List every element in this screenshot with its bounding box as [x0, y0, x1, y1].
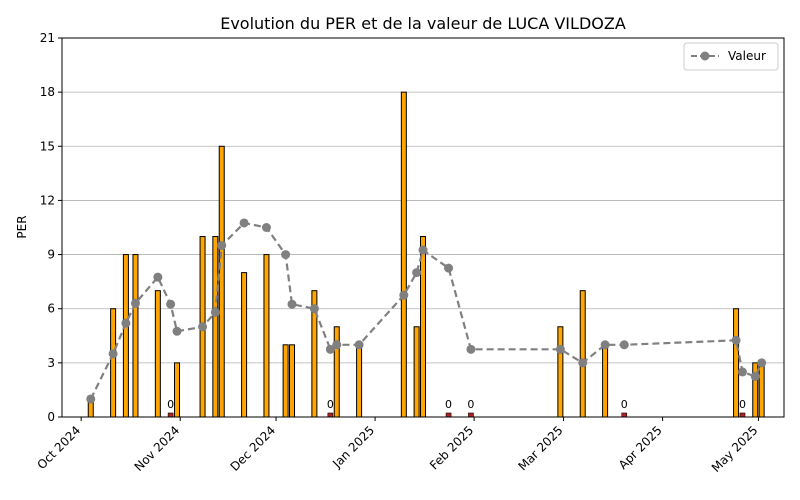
- valeur-point: [412, 268, 422, 278]
- bar: [758, 362, 765, 418]
- bar: [400, 91, 407, 418]
- valeur-point: [354, 340, 364, 350]
- y-tick-label: 21: [40, 31, 55, 45]
- valeur-point: [210, 307, 220, 317]
- bar: [132, 254, 139, 418]
- valeur-point: [121, 318, 131, 328]
- valeur-point: [418, 245, 428, 255]
- bar-zero: [739, 412, 746, 418]
- valeur-point: [108, 349, 118, 359]
- y-tick-label: 0: [47, 410, 55, 424]
- valeur-point: [737, 367, 747, 377]
- y-tick-label: 9: [47, 248, 55, 262]
- bar-data-label: 0: [445, 398, 452, 411]
- valeur-point: [166, 299, 176, 309]
- bar: [282, 344, 289, 418]
- legend-marker: [700, 51, 710, 61]
- y-axis-label: PER: [15, 215, 29, 238]
- bar-data-label: 0: [621, 398, 628, 411]
- valeur-point: [555, 344, 565, 354]
- bar: [218, 145, 225, 418]
- valeur-point: [399, 290, 409, 300]
- bar: [289, 344, 296, 418]
- y-tick-label: 15: [40, 139, 55, 153]
- valeur-line-group: [86, 218, 767, 404]
- valeur-point: [261, 223, 271, 232]
- bar: [110, 308, 117, 418]
- valeur-point: [731, 335, 741, 345]
- chart-title: Evolution du PER et de la valeur de LUCA…: [220, 14, 626, 33]
- y-tick-label: 3: [47, 356, 55, 370]
- bar-zero: [621, 412, 628, 418]
- valeur-point: [325, 344, 335, 354]
- x-tick-label: Dec 2024: [228, 423, 279, 474]
- valeur-point: [86, 394, 96, 404]
- valeur-point: [198, 322, 208, 332]
- legend: Valeur: [683, 42, 779, 71]
- bar: [356, 344, 363, 418]
- valeur-point: [239, 218, 249, 228]
- valeur-point: [619, 340, 629, 350]
- bar: [733, 308, 740, 418]
- bar-zero: [445, 412, 452, 418]
- bar: [122, 254, 129, 418]
- x-tick-label: Feb 2025: [427, 423, 476, 472]
- bar-data-label: 0: [467, 398, 474, 411]
- x-tick-label: May 2025: [709, 423, 761, 475]
- bar: [602, 344, 609, 418]
- bar: [579, 290, 586, 418]
- valeur-point: [466, 344, 476, 354]
- valeur-point: [444, 263, 454, 273]
- bar-zero: [167, 412, 174, 418]
- bar: [333, 326, 340, 418]
- valeur-point: [287, 299, 297, 309]
- valeur-point: [757, 358, 767, 368]
- valeur-point: [332, 340, 342, 350]
- bar-data-label: 0: [327, 398, 334, 411]
- bar: [413, 326, 420, 418]
- y-tick-label: 12: [40, 193, 55, 207]
- bar: [263, 254, 270, 418]
- valeur-point: [578, 358, 588, 368]
- valeur-point: [309, 304, 319, 314]
- axes: 0 3 6 9 12 15 18 21 Oct 2024 Nov 2024 Dec 2024 Jan …: [34, 31, 785, 475]
- bar: [212, 236, 219, 418]
- valeur-point: [153, 272, 163, 282]
- bar: [241, 272, 248, 418]
- x-tick-label: Nov 2024: [132, 423, 183, 474]
- bar-zero: [468, 412, 474, 418]
- valeur-point: [172, 326, 182, 336]
- legend-label-valeur: Valeur: [728, 49, 766, 63]
- legend-box: [683, 42, 779, 71]
- valeur-point: [130, 298, 140, 308]
- bar: [174, 362, 181, 418]
- bar-data-label: 0: [167, 398, 174, 411]
- plot-frame: [61, 37, 785, 418]
- y-tick-label: 6: [47, 302, 55, 316]
- bar: [154, 290, 161, 418]
- valeur-point: [750, 371, 760, 381]
- bar-data-label: 0: [739, 398, 746, 411]
- y-tick-label: 18: [40, 85, 55, 99]
- valeur-point: [217, 241, 227, 251]
- bar: [420, 236, 426, 418]
- valeur-point: [281, 250, 291, 260]
- bar-zero: [327, 412, 334, 418]
- x-tick-label: Oct 2024: [34, 423, 83, 472]
- x-tick-label: Jan 2025: [329, 423, 377, 471]
- bar: [557, 326, 564, 418]
- valeur-point: [600, 340, 610, 350]
- x-tick-label: Apr 2025: [616, 423, 665, 472]
- x-tick-label: Mar 2025: [515, 423, 565, 473]
